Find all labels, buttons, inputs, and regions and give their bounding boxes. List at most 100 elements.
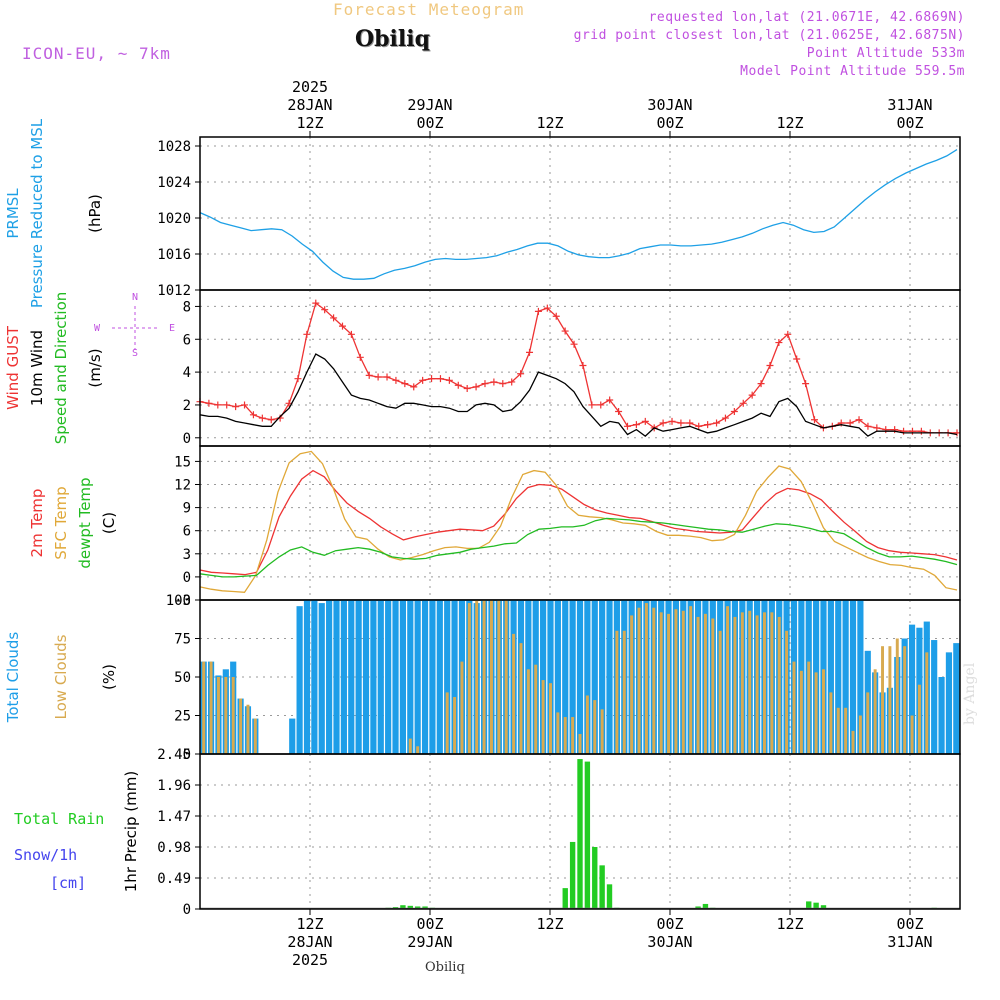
series-temp2m	[199, 469, 958, 576]
low-cloud-bar	[549, 683, 552, 754]
y-tick-label: 6	[183, 332, 191, 348]
low-cloud-bar	[858, 715, 862, 754]
ylabel-pressure: PRMSL	[4, 188, 22, 239]
rain-bar	[414, 906, 421, 909]
ylabel-wind: 10m Wind	[28, 330, 46, 406]
gust-point	[632, 421, 640, 429]
low-cloud-bar	[866, 692, 870, 754]
total-cloud-bar	[591, 600, 598, 754]
low-cloud-bar	[770, 612, 774, 754]
time-label-top: 00Z	[896, 114, 923, 132]
gust-point	[374, 373, 382, 381]
total-cloud-bar	[451, 600, 458, 754]
gust-point	[356, 353, 364, 361]
low-cloud-bar	[489, 600, 493, 754]
time-label-bottom: 00Z	[416, 915, 443, 933]
low-cloud-bar	[239, 698, 243, 754]
low-cloud-bar	[563, 717, 567, 754]
total-cloud-bar	[407, 600, 414, 754]
time-label-top: 30JAN	[647, 96, 692, 114]
low-cloud-bar	[416, 746, 420, 754]
gust-point	[365, 371, 373, 379]
rain-bar	[577, 759, 583, 909]
location-footer: Obiliq	[425, 960, 465, 975]
low-cloud-bar	[829, 692, 833, 754]
low-cloud-bar	[504, 600, 508, 754]
low-cloud-bar	[703, 613, 707, 754]
time-label-top: 12Z	[296, 114, 323, 132]
series-prmsl	[199, 149, 958, 280]
total-cloud-bar	[569, 600, 576, 754]
total-cloud-bar	[377, 600, 384, 754]
y-tick-label: 8	[183, 299, 191, 315]
ylabel-temperature: 2m Temp	[28, 489, 46, 558]
y-tick-label: 2.45	[157, 747, 191, 763]
gust-point	[534, 307, 542, 315]
y-tick-label: 3	[183, 547, 191, 563]
gust-point	[499, 380, 507, 388]
model-label: ICON-EU, ~ 7km	[22, 44, 171, 63]
direction-east: E	[169, 323, 175, 334]
rain-bar	[702, 903, 709, 909]
total-cloud-bar	[421, 600, 429, 754]
ylabel-precip: 1hr Precip (mm)	[122, 771, 140, 892]
panel-precip: 0 0.49 0.98 1.47 1.96 2.45 Total Rain Snow/1h [c…	[14, 747, 961, 918]
low-cloud-bar	[903, 646, 907, 754]
gust-point	[579, 362, 587, 370]
total-cloud-bar	[931, 640, 938, 754]
series-sfc	[199, 450, 958, 593]
y-tick-label: 0	[183, 570, 191, 586]
gust-point	[241, 401, 249, 409]
low-cloud-bar	[881, 646, 884, 754]
low-cloud-bar	[231, 677, 235, 754]
low-cloud-bar	[777, 616, 781, 754]
gust-point	[267, 416, 275, 424]
rain-bar	[606, 884, 613, 909]
low-cloud-bar	[681, 610, 685, 754]
low-cloud-bar	[644, 603, 648, 754]
rain-bar	[806, 901, 812, 909]
low-cloud-bar	[652, 607, 656, 754]
low-cloud-bar	[895, 638, 899, 754]
low-cloud-bar	[711, 618, 715, 754]
gust-point	[784, 330, 792, 338]
low-cloud-bar	[630, 615, 634, 754]
low-cloud-bar	[571, 717, 575, 754]
rain-bar	[599, 865, 605, 909]
series-wind10m	[199, 353, 958, 437]
ylabel-rain: Total Rain	[14, 810, 104, 828]
y-tick-label: 12	[174, 478, 191, 494]
total-cloud-bar	[547, 600, 554, 754]
total-cloud-bar	[953, 643, 960, 754]
gust-point	[846, 419, 854, 427]
y-tick-label: 1028	[157, 139, 191, 155]
gust-point	[641, 417, 649, 425]
gust-point	[428, 375, 436, 383]
y-tick-label: 1020	[157, 211, 191, 227]
total-cloud-bar	[849, 600, 857, 754]
ylabel-snow: Snow/1h	[14, 846, 77, 864]
total-cloud-bar	[554, 600, 561, 754]
low-cloud-bar	[733, 616, 737, 754]
low-cloud-bar	[718, 630, 722, 754]
rain-bar	[422, 906, 428, 909]
y-tick-label: 25	[174, 709, 191, 725]
time-label-top: 12Z	[536, 114, 563, 132]
gust-point	[721, 414, 729, 422]
ylabel-temperature: (C)	[100, 512, 118, 534]
total-cloud-bar	[333, 600, 340, 754]
rain-bar	[813, 902, 819, 909]
low-cloud-bar	[482, 600, 486, 754]
gust-point	[891, 426, 899, 434]
gust-point	[766, 362, 774, 370]
total-cloud-bar	[326, 600, 333, 754]
total-cloud-bar	[576, 600, 584, 754]
gust-point	[401, 380, 409, 388]
rain-bar	[407, 905, 413, 909]
gust-point	[570, 340, 578, 348]
y-tick-label: 6	[183, 524, 191, 540]
time-label-top: 00Z	[416, 114, 443, 132]
gust-point	[659, 419, 667, 427]
low-cloud-bar	[526, 669, 530, 754]
